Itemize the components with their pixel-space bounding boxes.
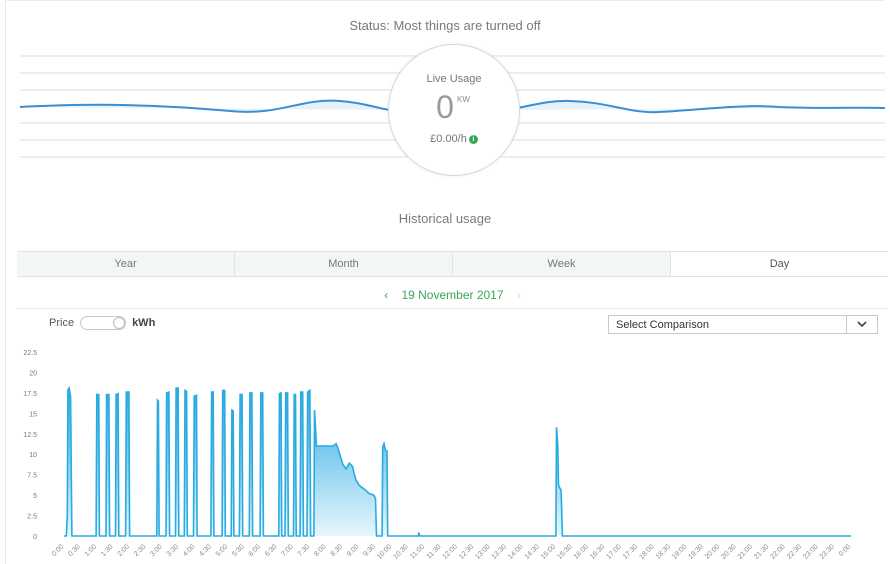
y-tick-label: 5 (33, 493, 37, 500)
top-border (5, 0, 885, 1)
x-tick-label: 13:30 (491, 543, 508, 560)
x-tick-label: 0:00 (838, 543, 853, 558)
x-tick-label: 12:30 (458, 543, 475, 560)
usage-area (64, 388, 851, 536)
x-tick-label: 7:00 (280, 543, 295, 558)
x-tick-label: 9:00 (346, 543, 361, 558)
unit-toggle-row: Price kWh (49, 316, 155, 330)
divider (17, 308, 888, 309)
x-tick-label: 4:30 (198, 543, 213, 558)
y-tick-label: 10 (29, 452, 37, 459)
x-tick-label: 10:30 (392, 543, 409, 560)
x-tick-label: 21:00 (737, 543, 754, 560)
x-tick-label: 23:00 (802, 543, 819, 560)
y-tick-label: 20 (29, 370, 37, 377)
x-tick-label: 20:00 (704, 543, 721, 560)
x-tick-label: 3:00 (149, 543, 164, 558)
x-tick-label: 18:00 (638, 543, 655, 560)
x-tick-label: 11:30 (426, 543, 443, 560)
x-tick-label: 14:30 (524, 543, 541, 560)
y-tick-label: 22.5 (23, 350, 37, 357)
live-price-value: £0.00/h (430, 133, 467, 145)
kwh-label[interactable]: kWh (132, 317, 156, 329)
y-tick-label: 15 (29, 411, 37, 418)
live-usage-value: 0 (436, 89, 454, 125)
y-tick-label: 17.5 (23, 391, 37, 398)
y-tick-label: 0 (33, 534, 37, 541)
live-usage-gauge: Live Usage 0 KW £0.00/h i (388, 44, 520, 176)
x-tick-label: 16:00 (573, 543, 590, 560)
x-tick-label: 0:00 (51, 543, 66, 558)
y-tick-label: 2.5 (27, 514, 37, 521)
x-tick-label: 21:30 (753, 543, 770, 560)
x-tick-label: 18:30 (655, 543, 672, 560)
x-tick-label: 17:30 (622, 543, 639, 560)
status-text: Status: Most things are turned off (349, 18, 541, 33)
x-tick-label: 22:00 (769, 543, 786, 560)
chevron-down-icon (857, 321, 867, 328)
wave-line-left (19, 99, 401, 113)
period-tabs: Year Month Week Day (17, 251, 888, 277)
x-tick-label: 2:30 (133, 543, 148, 558)
x-tick-label: 12:00 (442, 543, 459, 560)
tab-year[interactable]: Year (17, 252, 235, 276)
x-tick-label: 2:00 (116, 543, 131, 558)
left-border (5, 0, 6, 564)
comparison-dropdown-button[interactable] (846, 316, 877, 333)
tab-week[interactable]: Week (453, 252, 671, 276)
x-tick-label: 4:00 (182, 543, 197, 558)
x-tick-label: 17:00 (606, 543, 623, 560)
x-tick-label: 5:00 (215, 543, 230, 558)
info-icon[interactable]: i (468, 135, 478, 144)
live-usage-unit: KW (457, 95, 470, 104)
live-usage-wave (19, 55, 886, 158)
x-tick-label: 11:00 (409, 543, 426, 560)
x-tick-label: 7:30 (297, 543, 312, 558)
chevron-right-icon[interactable]: › (516, 288, 521, 302)
x-tick-label: 5:30 (231, 543, 246, 558)
x-tick-label: 16:30 (589, 543, 606, 560)
x-tick-label: 10:00 (376, 543, 393, 560)
x-tick-label: 13:00 (474, 543, 491, 560)
switch-knob[interactable] (113, 317, 126, 329)
comparison-select[interactable]: Select Comparison (608, 315, 878, 334)
comparison-select-value: Select Comparison (616, 319, 709, 331)
tab-month[interactable]: Month (235, 252, 453, 276)
x-tick-label: 19:00 (671, 543, 688, 560)
x-tick-label: 1:00 (84, 543, 99, 558)
x-tick-label: 3:30 (166, 543, 181, 558)
usage-line (64, 386, 851, 537)
wave-line-right (499, 99, 886, 114)
price-kwh-switch[interactable] (80, 316, 127, 330)
price-label[interactable]: Price (49, 317, 75, 329)
historical-usage-title: Historical usage (398, 211, 492, 226)
x-tick-label: 8:00 (313, 543, 328, 558)
y-tick-label: 7.5 (27, 473, 37, 480)
current-date: 19 November 2017 (401, 288, 504, 302)
x-tick-label: 22:30 (786, 543, 803, 560)
x-tick-label: 20:30 (720, 543, 737, 560)
x-tick-label: 8:30 (330, 543, 345, 558)
date-navigator: ‹ 19 November 2017 › (0, 288, 890, 302)
x-tick-label: 0:30 (67, 543, 82, 558)
x-tick-label: 15:00 (540, 543, 557, 560)
x-tick-label: 19:30 (688, 543, 705, 560)
x-tick-label: 1:30 (100, 543, 115, 558)
x-tick-label: 23:30 (819, 543, 836, 560)
x-tick-label: 14:00 (507, 543, 524, 560)
x-tick-label: 6:00 (248, 543, 263, 558)
tab-day[interactable]: Day (671, 252, 888, 276)
live-price-row: £0.00/h i (389, 133, 519, 145)
y-tick-label: 12.5 (23, 432, 37, 439)
x-tick-label: 15:30 (556, 543, 573, 560)
wave-gridlines (20, 55, 885, 158)
live-usage-label: Live Usage (426, 73, 482, 85)
chevron-left-icon[interactable]: ‹ (384, 288, 389, 302)
x-tick-label: 6:30 (264, 543, 279, 558)
